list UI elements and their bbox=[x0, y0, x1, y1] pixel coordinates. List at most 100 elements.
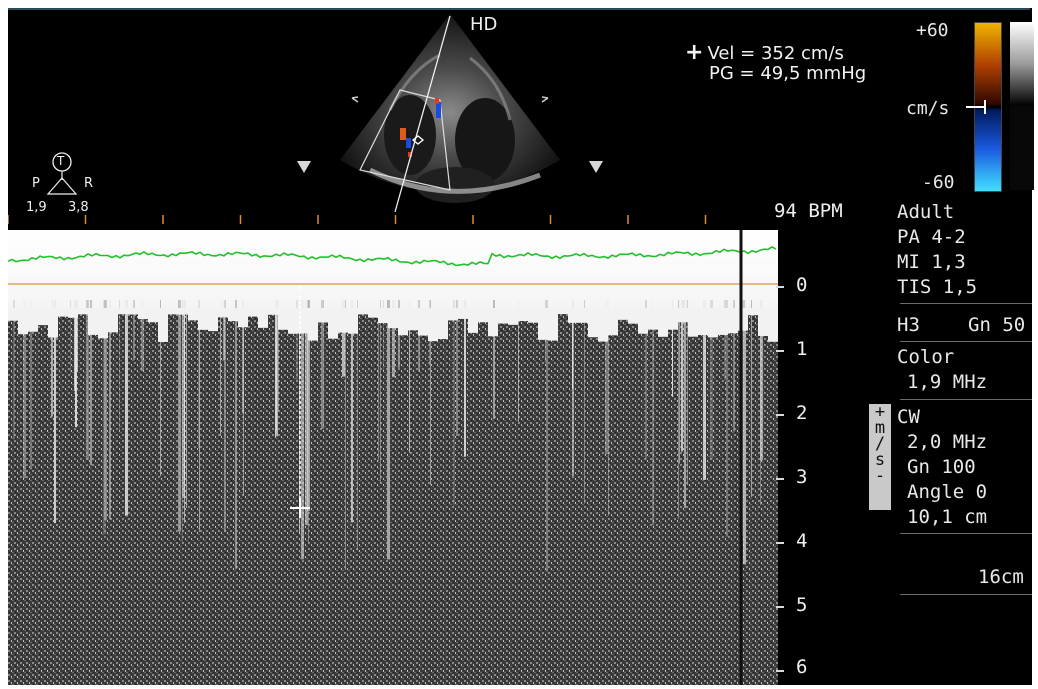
spectral-edge bbox=[598, 308, 608, 342]
spectral-spike bbox=[133, 300, 135, 361]
spectral-spike bbox=[301, 300, 304, 560]
spectral-edge bbox=[128, 308, 138, 315]
probe-label: PA 4-2 bbox=[897, 226, 966, 248]
echo-sector-image bbox=[297, 14, 603, 213]
spectral-edge bbox=[428, 308, 438, 342]
scale-label-2: 2 bbox=[796, 402, 808, 424]
right-border bbox=[1032, 8, 1038, 689]
spectral-edge bbox=[638, 308, 648, 334]
probe-left-label: P bbox=[32, 176, 40, 191]
spectral-edge bbox=[418, 308, 428, 336]
probe-left-value: 1,9 bbox=[26, 200, 47, 215]
spectral-spike bbox=[681, 300, 683, 452]
spectral-edge bbox=[8, 308, 18, 321]
spectral-spike bbox=[182, 300, 185, 499]
spectral-spike bbox=[342, 300, 345, 377]
scale-tick bbox=[776, 606, 784, 608]
sample-gate-marker[interactable] bbox=[411, 135, 425, 145]
spectral-edge bbox=[178, 308, 188, 315]
color-scale-min: -60 bbox=[922, 172, 955, 193]
spectral-edge bbox=[58, 308, 68, 317]
spectral-spike bbox=[605, 300, 608, 455]
spectral-edge bbox=[628, 308, 638, 324]
spectral-edge bbox=[588, 308, 598, 338]
cw-cursor-line[interactable] bbox=[394, 15, 451, 213]
spectral-spike bbox=[321, 300, 324, 429]
caliper-plus-icon: + bbox=[685, 40, 704, 65]
color-scale-max: +60 bbox=[916, 20, 949, 41]
spectral-spikes bbox=[13, 300, 763, 572]
caliper-cross-icon[interactable] bbox=[290, 498, 310, 518]
spectral-spike bbox=[90, 300, 92, 466]
velocity-unit-tag[interactable]: + m / s - bbox=[869, 404, 891, 510]
spectral-edge bbox=[738, 308, 748, 331]
spectral-spike bbox=[23, 300, 26, 479]
spectral-edge bbox=[398, 308, 408, 336]
spectral-spike bbox=[672, 300, 673, 397]
spectral-edge bbox=[458, 308, 468, 319]
scale-tick bbox=[776, 670, 784, 672]
cw-depth: 10,1 cm bbox=[907, 506, 988, 528]
spectral-spike bbox=[724, 300, 726, 380]
spectral-edge bbox=[118, 308, 128, 315]
spectral-spike bbox=[743, 300, 746, 564]
color-baseline-marker-tip bbox=[984, 100, 986, 114]
spectral-spike bbox=[223, 300, 225, 361]
spectral-edge bbox=[508, 308, 518, 325]
unit-plus: + bbox=[874, 402, 886, 422]
spectral-spike bbox=[584, 300, 585, 504]
spectral-edge bbox=[238, 308, 248, 328]
scale-label-1: 1 bbox=[796, 338, 808, 360]
spectral-spike bbox=[186, 300, 187, 508]
panel-separator bbox=[900, 594, 1032, 595]
spectral-edge bbox=[328, 308, 338, 339]
probe-right-value: 3,8 bbox=[68, 200, 89, 215]
spectral-spike bbox=[308, 300, 309, 543]
spectral-spike bbox=[70, 300, 71, 376]
spectral-spike bbox=[456, 300, 458, 436]
spectral-spike bbox=[305, 300, 308, 526]
spectral-edge bbox=[688, 308, 698, 337]
spectral-edge bbox=[198, 308, 208, 330]
harmonic-label: H3 bbox=[897, 314, 920, 336]
cw-gain: Gn 100 bbox=[907, 456, 976, 478]
spectral-spike bbox=[703, 300, 706, 480]
spectral-edge bbox=[748, 308, 758, 316]
spectral-edge bbox=[258, 308, 268, 328]
spectral-spike bbox=[351, 300, 353, 523]
spectral-spike bbox=[608, 300, 609, 516]
spectral-edge bbox=[728, 308, 738, 334]
spectral-spike bbox=[380, 300, 381, 484]
spectral-spike bbox=[678, 300, 679, 519]
spectral-edge bbox=[528, 308, 538, 323]
spectral-spike bbox=[275, 300, 278, 437]
spectral-upper-band bbox=[8, 230, 778, 310]
cw-doppler-spectrum bbox=[8, 230, 778, 686]
spectral-edge bbox=[28, 308, 38, 332]
spectral-edge bbox=[338, 308, 348, 333]
color-roi-box[interactable] bbox=[359, 89, 451, 191]
grayscale-bar bbox=[1010, 22, 1034, 190]
spectral-spike bbox=[751, 300, 752, 497]
spectral-spike bbox=[119, 300, 120, 433]
spectral-spike bbox=[109, 300, 111, 520]
gain-2d-label: Gn 50 bbox=[968, 314, 1026, 336]
unit-slash: / bbox=[874, 434, 886, 454]
spectral-spike bbox=[518, 300, 519, 422]
hd-label: HD bbox=[470, 14, 498, 35]
spectral-edge bbox=[478, 308, 488, 323]
spectral-edge bbox=[578, 308, 588, 323]
probe-marker: T bbox=[57, 154, 65, 168]
spectral-edge bbox=[168, 308, 178, 315]
scale-label-4: 4 bbox=[796, 530, 808, 552]
spectral-edge bbox=[78, 308, 88, 315]
spectral-spike bbox=[684, 300, 686, 508]
image-depth: 16cm bbox=[978, 566, 1024, 588]
color-frequency: 1,9 MHz bbox=[907, 371, 988, 393]
spectral-edge bbox=[608, 308, 618, 336]
panel-separator bbox=[900, 341, 1032, 342]
spectral-edge bbox=[98, 308, 108, 339]
spectral-edge bbox=[268, 308, 278, 315]
spectral-spike bbox=[383, 300, 384, 372]
top-border bbox=[0, 0, 1038, 8]
